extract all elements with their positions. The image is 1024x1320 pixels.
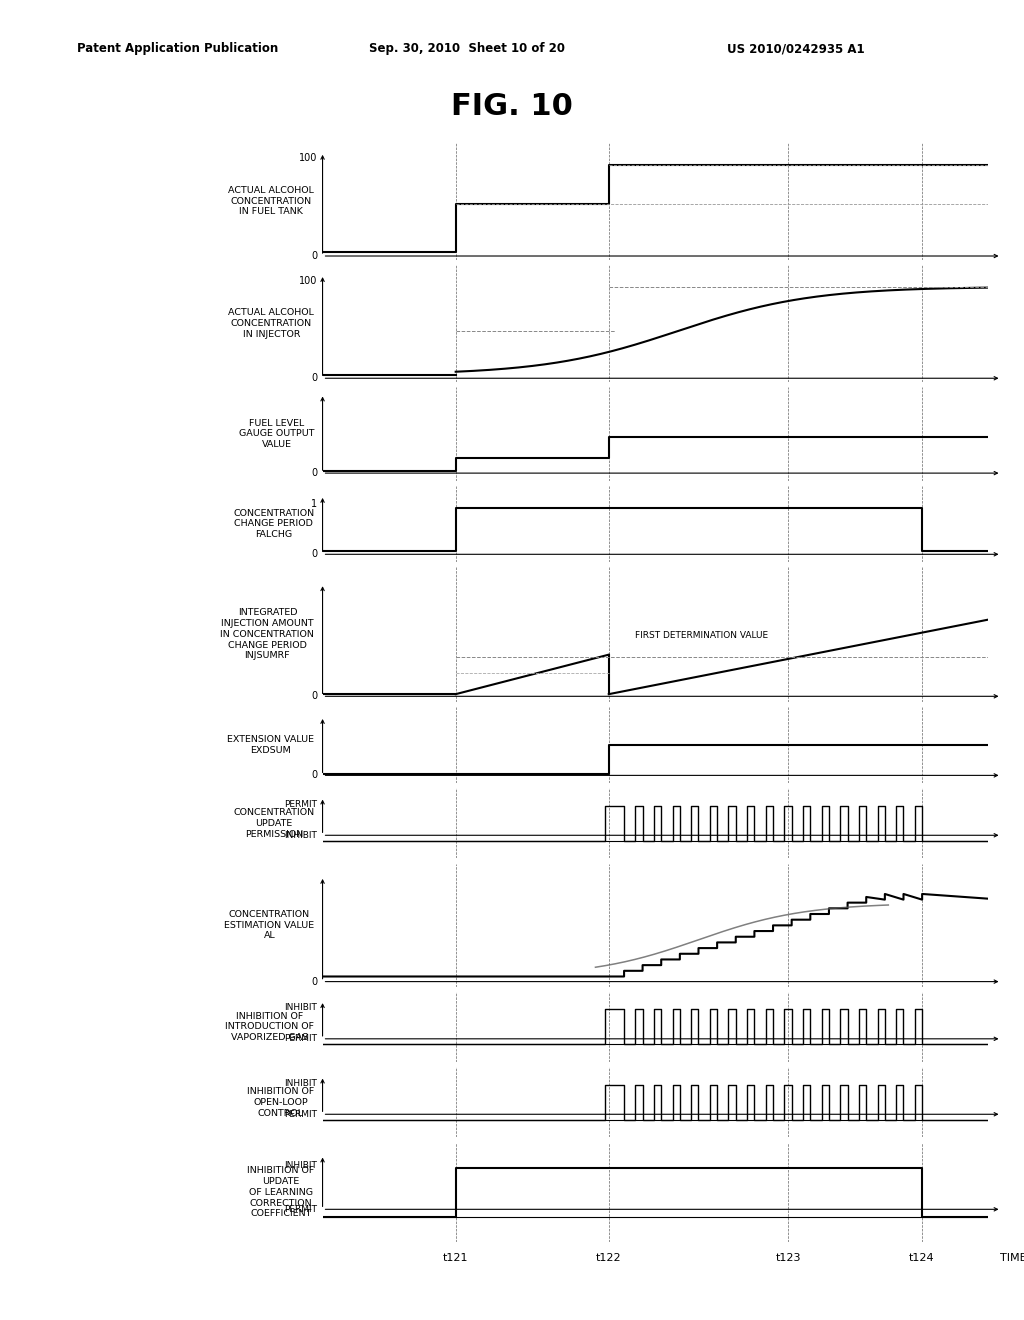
Text: INHIBIT: INHIBIT: [285, 1078, 317, 1088]
Text: US 2010/0242935 A1: US 2010/0242935 A1: [727, 42, 864, 55]
Text: Sep. 30, 2010  Sheet 10 of 20: Sep. 30, 2010 Sheet 10 of 20: [369, 42, 564, 55]
Text: INHIBIT: INHIBIT: [285, 1162, 317, 1170]
Text: 0: 0: [311, 771, 317, 780]
Text: ACTUAL ALCOHOL
CONCENTRATION
IN INJECTOR: ACTUAL ALCOHOL CONCENTRATION IN INJECTOR: [228, 308, 314, 338]
Text: INHIBIT: INHIBIT: [285, 1003, 317, 1012]
Text: 100: 100: [299, 276, 317, 285]
Text: PERMIT: PERMIT: [285, 1205, 317, 1214]
Text: FIG. 10: FIG. 10: [451, 92, 573, 121]
Text: INHIBIT: INHIBIT: [285, 830, 317, 840]
Text: ACTUAL ALCOHOL
CONCENTRATION
IN FUEL TANK: ACTUAL ALCOHOL CONCENTRATION IN FUEL TAN…: [228, 186, 314, 216]
Text: t124: t124: [908, 1253, 935, 1263]
Text: TIME: TIME: [1000, 1253, 1024, 1263]
Text: 0: 0: [311, 374, 317, 383]
Text: FIRST DETERMINATION VALUE: FIRST DETERMINATION VALUE: [635, 631, 769, 640]
Text: 0: 0: [311, 977, 317, 986]
Text: INHIBITION OF
OPEN-LOOP
CONTROL: INHIBITION OF OPEN-LOOP CONTROL: [247, 1088, 314, 1118]
Text: CONCENTRATION
ESTIMATION VALUE
AL: CONCENTRATION ESTIMATION VALUE AL: [224, 909, 314, 940]
Text: CONCENTRATION
CHANGE PERIOD
FALCHG: CONCENTRATION CHANGE PERIOD FALCHG: [233, 508, 314, 539]
Text: t122: t122: [596, 1253, 622, 1263]
Text: EXTENSION VALUE
EXDSUM: EXTENSION VALUE EXDSUM: [227, 735, 314, 755]
Text: INTEGRATED
INJECTION AMOUNT
IN CONCENTRATION
CHANGE PERIOD
INJSUMRF: INTEGRATED INJECTION AMOUNT IN CONCENTRA…: [220, 609, 314, 660]
Text: FUEL LEVEL
GAUGE OUTPUT
VALUE: FUEL LEVEL GAUGE OUTPUT VALUE: [239, 418, 314, 449]
Text: PERMIT: PERMIT: [285, 800, 317, 809]
Text: PERMIT: PERMIT: [285, 1110, 317, 1119]
Text: t123: t123: [776, 1253, 801, 1263]
Text: 0: 0: [311, 549, 317, 560]
Text: 0: 0: [311, 692, 317, 701]
Text: 100: 100: [299, 153, 317, 164]
Text: PERMIT: PERMIT: [285, 1035, 317, 1043]
Text: CONCENTRATION
UPDATE
PERMISSION: CONCENTRATION UPDATE PERMISSION: [233, 808, 314, 838]
Text: INHIBITION OF
INTRODUCTION OF
VAPORIZED GAS: INHIBITION OF INTRODUCTION OF VAPORIZED …: [225, 1011, 314, 1041]
Text: INHIBITION OF
UPDATE
OF LEARNING
CORRECTION
COEFFICIENT: INHIBITION OF UPDATE OF LEARNING CORRECT…: [247, 1167, 314, 1218]
Text: Patent Application Publication: Patent Application Publication: [77, 42, 279, 55]
Text: 0: 0: [311, 469, 317, 478]
Text: 0: 0: [311, 251, 317, 261]
Text: t121: t121: [443, 1253, 468, 1263]
Text: 1: 1: [311, 499, 317, 510]
